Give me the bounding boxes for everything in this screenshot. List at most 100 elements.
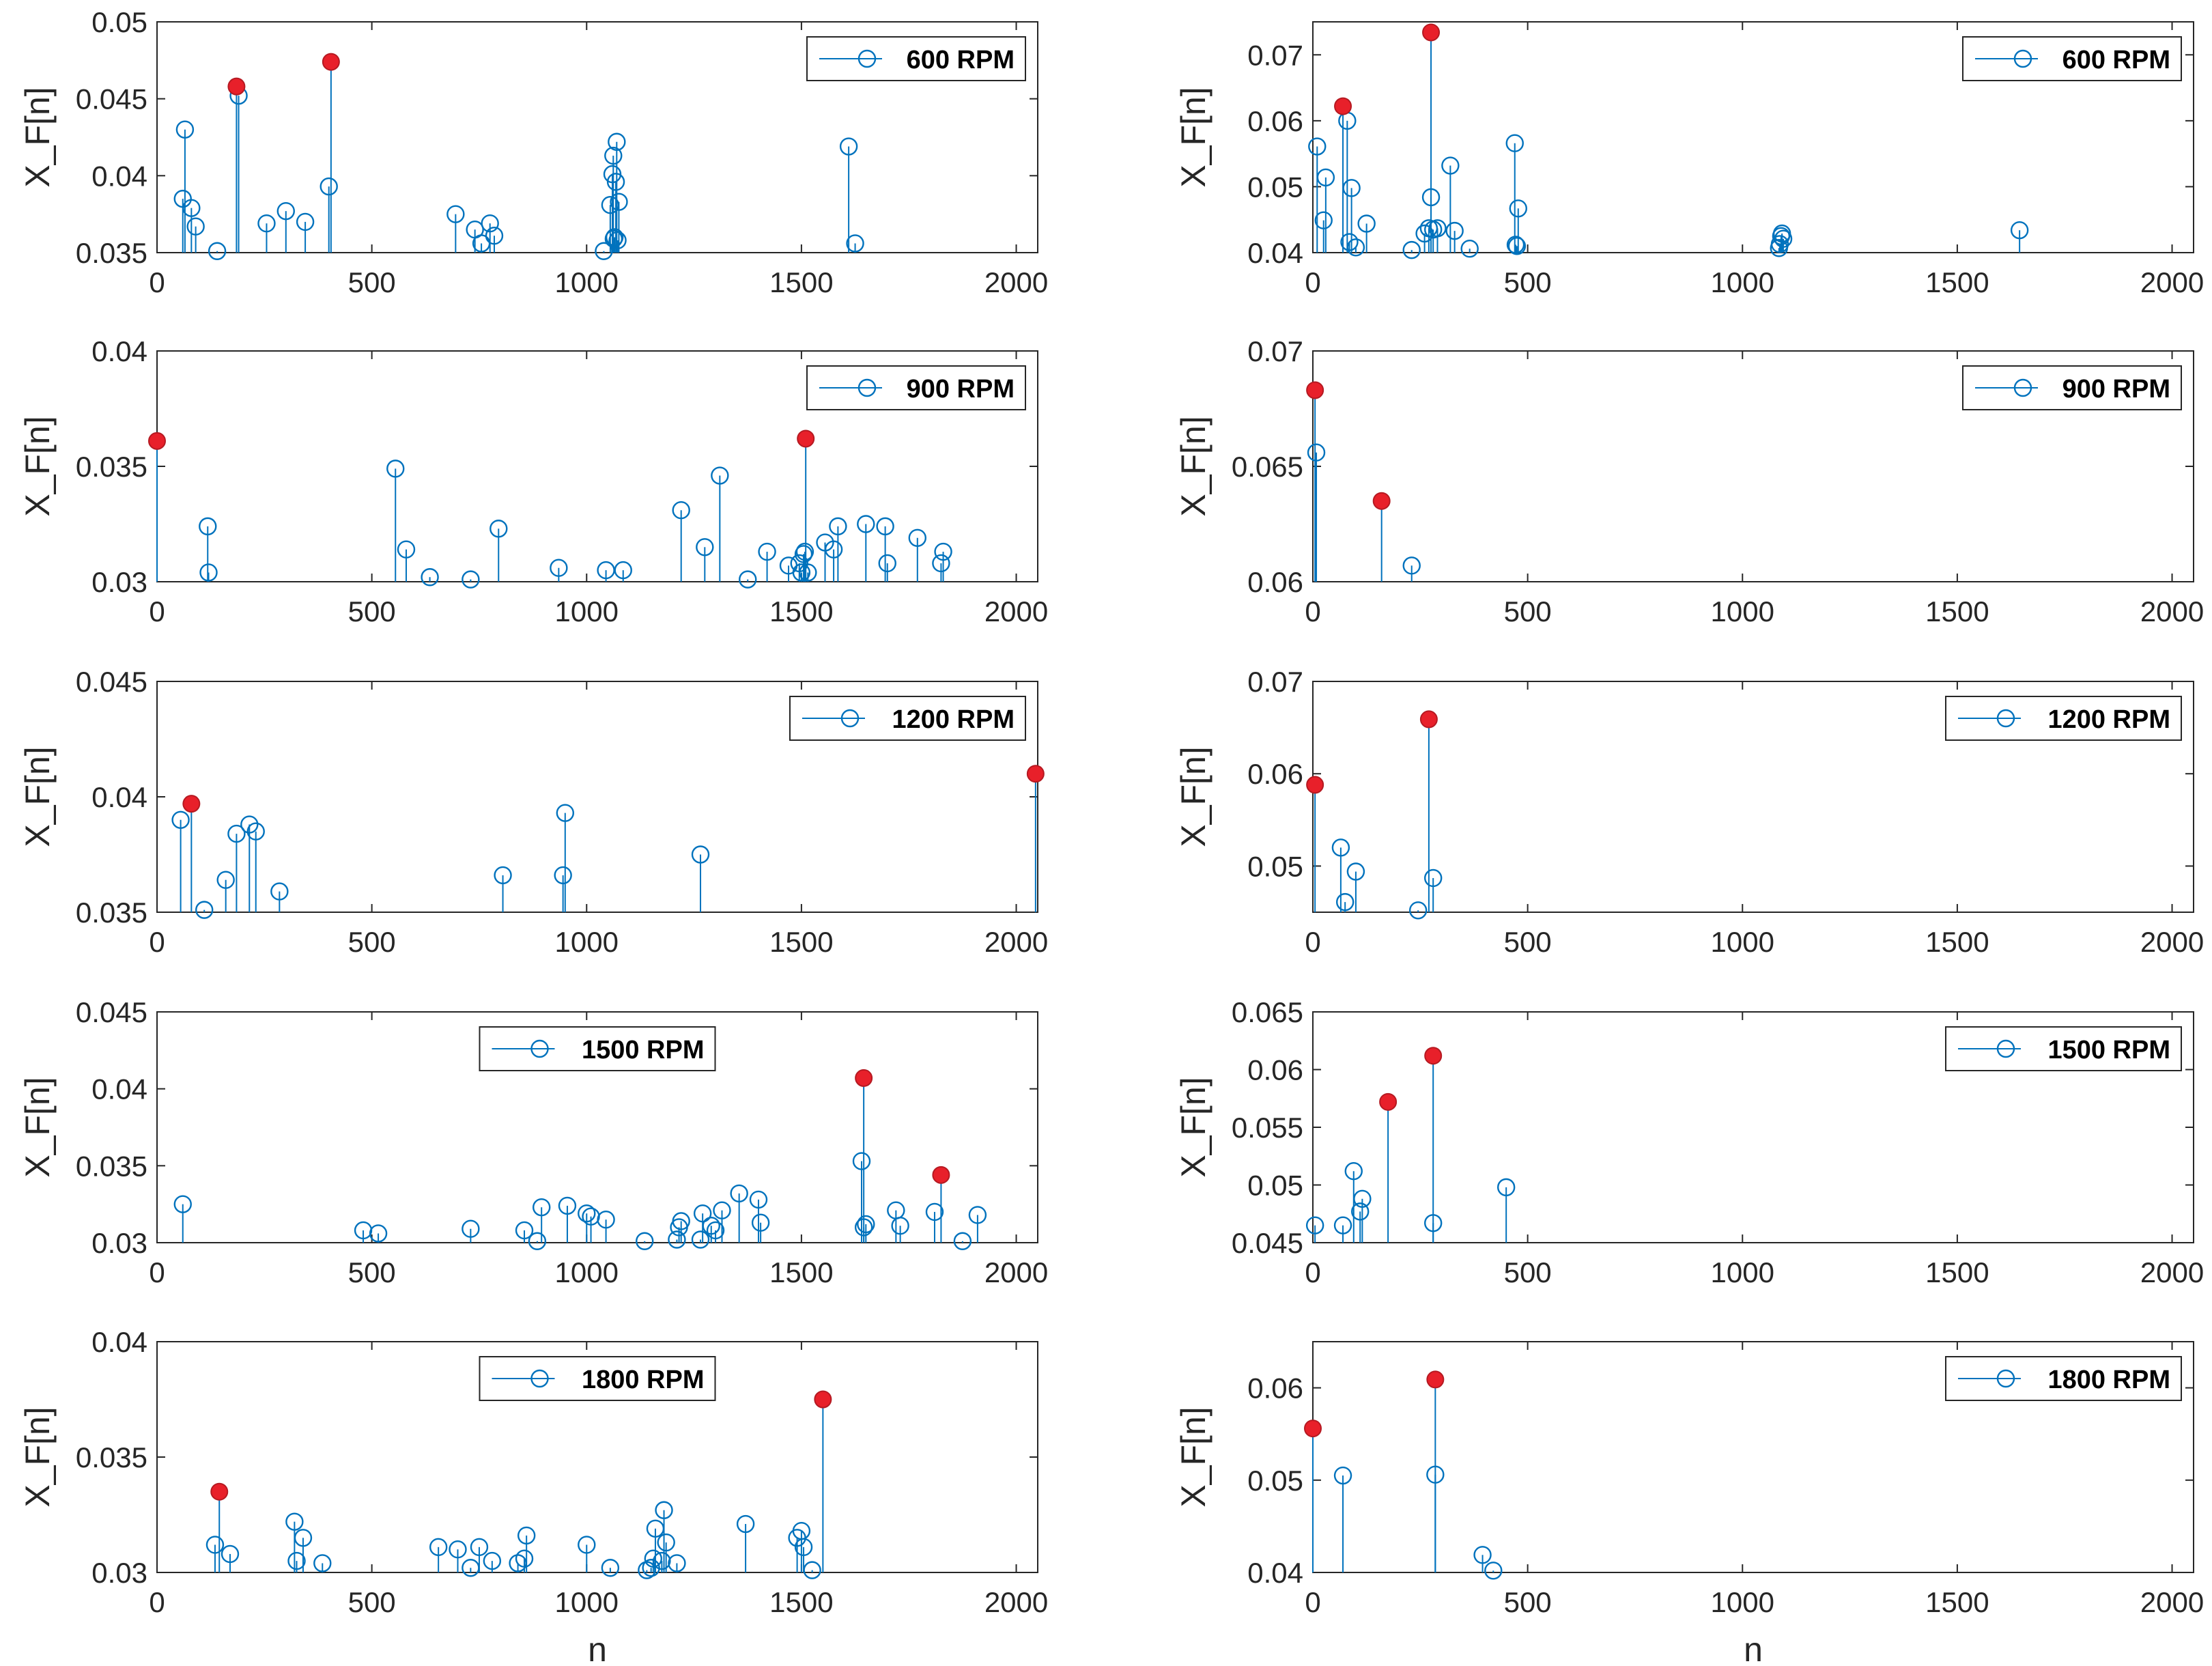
y-axis-label: X_F[n] bbox=[18, 87, 57, 187]
stem-marker bbox=[182, 199, 201, 217]
y-tick-label: 0.04 bbox=[91, 781, 147, 813]
stem-marker bbox=[1346, 862, 1365, 881]
y-tick-label: 0.035 bbox=[76, 237, 147, 269]
x-tick-label: 0 bbox=[1305, 266, 1320, 298]
x-tick-label: 0 bbox=[1305, 1256, 1320, 1288]
stem-marker bbox=[186, 217, 205, 236]
x-tick-label: 1000 bbox=[1711, 1586, 1774, 1618]
legend-marker bbox=[530, 1369, 549, 1388]
stem-marker bbox=[655, 1501, 673, 1519]
stem-marker bbox=[1357, 214, 1376, 233]
y-tick-label: 0.06 bbox=[1247, 1054, 1303, 1086]
stem-marker bbox=[517, 1526, 536, 1545]
x-tick-label: 1000 bbox=[555, 926, 619, 958]
stem-marker bbox=[908, 528, 927, 547]
legend-marker bbox=[1996, 1039, 2015, 1058]
stem-marker bbox=[208, 242, 227, 260]
stem-marker bbox=[636, 1232, 654, 1250]
stem-marker bbox=[857, 1215, 875, 1234]
stem-marker bbox=[429, 1538, 448, 1557]
stem-marker bbox=[270, 882, 289, 901]
y-tick-label: 0.03 bbox=[91, 1227, 147, 1259]
y-tick-label: 0.045 bbox=[1232, 1227, 1303, 1259]
stem-marker bbox=[1333, 1216, 1352, 1234]
stem-marker bbox=[702, 1217, 720, 1235]
y-tick-label: 0.065 bbox=[1232, 451, 1303, 483]
y-tick-label: 0.07 bbox=[1247, 335, 1303, 367]
stem-marker bbox=[932, 554, 950, 573]
y-axis-label: X_F[n] bbox=[1174, 1077, 1213, 1177]
peak-marker bbox=[797, 429, 815, 448]
y-tick-label: 0.04 bbox=[91, 335, 147, 367]
y-tick-label: 0.07 bbox=[1247, 39, 1303, 71]
stem-marker bbox=[1770, 235, 1789, 253]
legend-label: 600 RPM bbox=[2062, 46, 2170, 74]
x-tick-label: 1000 bbox=[555, 1586, 619, 1618]
stem-marker bbox=[794, 545, 813, 563]
stem-marker bbox=[1428, 219, 1447, 238]
peak-marker bbox=[1372, 492, 1391, 510]
stem-marker bbox=[1509, 199, 1527, 218]
stem-marker bbox=[799, 563, 817, 582]
peak-marker bbox=[1422, 23, 1441, 42]
subplot-r3c1: 0 500 1000 1500 2000 0.035 0.04 0.045 X_F[n] 1200… bbox=[18, 666, 1048, 958]
stem-marker bbox=[610, 193, 628, 211]
stem-marker bbox=[1340, 233, 1359, 251]
legend: 1500 RPM bbox=[1945, 1026, 2182, 1071]
subplot-r4c2: 0 500 1000 1500 2000 0.045 0.05 0.055 0.06 0.065 X… bbox=[1174, 996, 2204, 1288]
stem-marker bbox=[173, 1195, 192, 1213]
stem-marker bbox=[852, 1152, 871, 1170]
stem-marker bbox=[606, 173, 625, 191]
x-tick-label: 2000 bbox=[984, 1586, 1048, 1618]
stem-marker bbox=[1445, 221, 1464, 240]
peak-marker bbox=[1419, 710, 1438, 729]
peak-marker bbox=[1379, 1092, 1398, 1111]
y-tick-label: 0.05 bbox=[1247, 1465, 1303, 1497]
stem-marker bbox=[1308, 137, 1327, 156]
stem-marker bbox=[421, 568, 439, 587]
y-axis-label: X_F[n] bbox=[18, 1407, 57, 1507]
peak-marker bbox=[148, 432, 166, 450]
x-tick-label: 2000 bbox=[2140, 595, 2204, 627]
stem-marker bbox=[470, 1538, 489, 1557]
stem-marker bbox=[462, 570, 480, 589]
legend-label: 1500 RPM bbox=[582, 1036, 705, 1064]
stem-marker bbox=[653, 1551, 671, 1570]
y-tick-label: 0.04 bbox=[91, 1073, 147, 1105]
stem-marker bbox=[749, 1190, 768, 1209]
x-tick-label: 0 bbox=[1305, 1586, 1320, 1618]
stem-marker bbox=[803, 1561, 821, 1579]
x-tick-label: 500 bbox=[348, 595, 396, 627]
stem-marker bbox=[216, 871, 235, 889]
stem-marker bbox=[397, 540, 416, 559]
y-tick-label: 0.045 bbox=[76, 83, 147, 115]
stem-marker bbox=[515, 1549, 534, 1568]
x-tick-label: 1000 bbox=[555, 595, 619, 627]
y-axis-label: X_F[n] bbox=[18, 416, 57, 516]
x-tick-label: 1000 bbox=[1711, 266, 1774, 298]
stem-marker bbox=[490, 520, 508, 538]
y-tick-label: 0.04 bbox=[91, 1326, 147, 1358]
x-tick-label: 1000 bbox=[1711, 595, 1774, 627]
stem-marker bbox=[578, 1536, 596, 1554]
legend-marker bbox=[1996, 1369, 2015, 1388]
stem-marker bbox=[171, 810, 190, 830]
stem-marker bbox=[1505, 134, 1524, 152]
x-tick-label: 2000 bbox=[984, 926, 1048, 958]
y-tick-label: 0.04 bbox=[91, 160, 147, 192]
x-tick-label: 1500 bbox=[769, 266, 833, 298]
x-tick-label: 500 bbox=[1504, 926, 1552, 958]
legend-marker bbox=[1996, 709, 2015, 728]
stem-marker bbox=[1307, 443, 1326, 462]
x-tick-label: 2000 bbox=[2140, 926, 2204, 958]
x-tick-label: 500 bbox=[1504, 1586, 1552, 1618]
stem-marker bbox=[2010, 221, 2029, 240]
stem-marker bbox=[257, 214, 276, 233]
subplot-r2c1: 0 500 1000 1500 2000 0.03 0.035 0.04 X_F[n] 900 R… bbox=[18, 335, 1048, 627]
stem-marker bbox=[824, 540, 843, 559]
peak-marker bbox=[227, 77, 246, 96]
stem-marker bbox=[550, 559, 568, 577]
stem-marker bbox=[857, 515, 875, 533]
legend-marker bbox=[2013, 49, 2032, 68]
stem-marker bbox=[608, 132, 626, 151]
